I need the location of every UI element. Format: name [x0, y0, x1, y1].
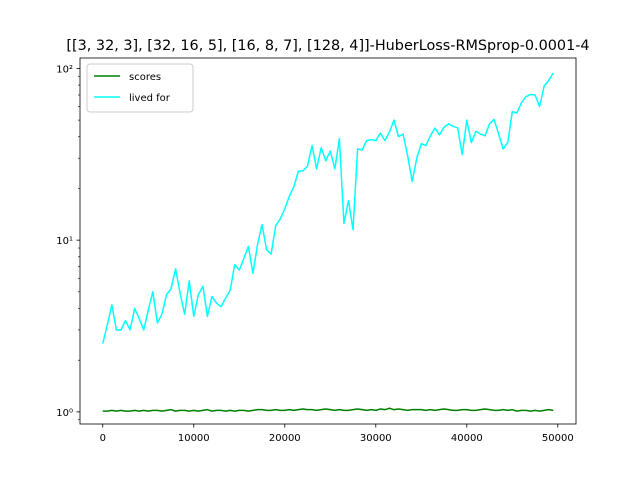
x-tick-label: 30000	[360, 433, 392, 444]
x-tick-label: 40000	[451, 433, 483, 444]
chart-title: [[3, 32, 3], [32, 16, 5], [16, 8, 7], [1…	[66, 38, 589, 54]
x-tick-label: 20000	[269, 433, 301, 444]
y-tick-label: 10²	[56, 64, 73, 75]
x-tick-label: 10000	[178, 433, 210, 444]
y-tick-label: 10⁰	[56, 408, 73, 419]
x-tick-label: 0	[100, 433, 106, 444]
series-line-lived-for	[102, 72, 554, 344]
axes-frame	[79, 57, 577, 425]
series-line-scores	[102, 407, 554, 412]
legend-label-lived-for: lived for	[129, 93, 171, 104]
legend: scores lived for	[86, 63, 194, 113]
series-lines	[102, 72, 554, 412]
legend-label-scores: scores	[129, 72, 161, 83]
plot-area: 0 10000 20000 30000 40000 50000 10⁰ 10¹ 10² score…	[56, 57, 577, 444]
x-tick-label: 50000	[542, 433, 574, 444]
y-tick-label: 10¹	[56, 236, 73, 247]
